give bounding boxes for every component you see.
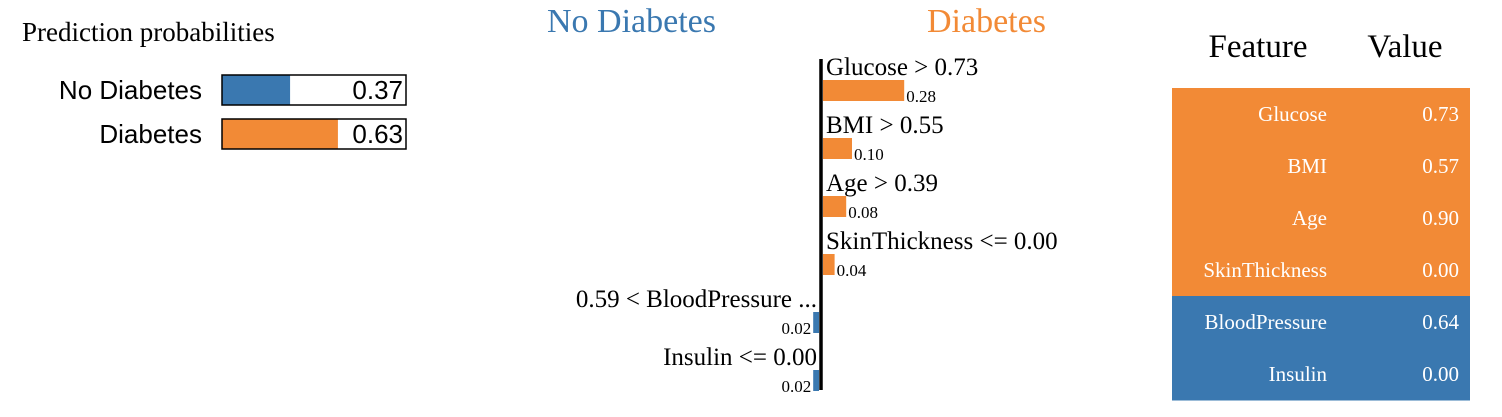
probability-fill [222, 75, 291, 105]
feature-value-table: Feature Value Glucose 0.73 BMI 0.57 Age 0.90 S… [1172, 29, 1470, 401]
table-feature-name: BloodPressure [1205, 310, 1328, 334]
negative-contribution-bar [813, 370, 819, 391]
probability-value: 0.37 [352, 75, 403, 105]
table-feature-name: BMI [1287, 154, 1327, 178]
positive-contribution-bar [823, 196, 847, 217]
probabilities-title: Prediction probabilities [22, 17, 275, 47]
table-feature-value: 0.00 [1422, 258, 1459, 282]
contribution-value-label: 0.04 [837, 261, 867, 280]
table-row-background [1172, 88, 1470, 141]
contribution-value-label: 0.08 [848, 203, 878, 222]
probability-fill [222, 119, 338, 149]
probability-label: Diabetes [99, 119, 202, 149]
explanation-bars: Glucose > 0.73 0.28 BMI > 0.55 0.10 Age > 0.… [576, 54, 1058, 396]
feature-condition-label: 0.59 < BloodPressure ... [576, 286, 817, 313]
probability-bar-frame [221, 118, 407, 150]
feature-table-rows: Glucose 0.73 BMI 0.57 Age 0.90 SkinThickness 0.… [1172, 88, 1470, 401]
table-feature-value: 0.73 [1422, 102, 1459, 126]
positive-class-title: Diabetes [927, 3, 1046, 40]
negative-class-title: No Diabetes [547, 3, 716, 40]
positive-contribution-bar [823, 254, 835, 275]
feature-condition-label: SkinThickness <= 0.00 [826, 228, 1058, 255]
feature-condition-label: Insulin <= 0.00 [663, 344, 817, 371]
feature-condition-label: Glucose > 0.73 [826, 54, 978, 81]
table-feature-name: SkinThickness [1203, 258, 1327, 282]
table-row-background [1172, 296, 1470, 349]
contribution-value-label: 0.10 [854, 145, 884, 164]
negative-contribution-bar [813, 312, 819, 333]
table-feature-name: Insulin [1269, 362, 1328, 386]
probability-bars: No Diabetes 0.37 Diabetes 0.63 [59, 74, 407, 150]
probability-label: No Diabetes [59, 75, 202, 105]
feature-condition-label: BMI > 0.55 [826, 112, 944, 139]
probability-bar-frame [221, 74, 407, 106]
value-column-header: Value [1367, 29, 1442, 65]
contribution-value-label: 0.02 [781, 377, 811, 396]
probability-value: 0.63 [352, 119, 403, 149]
positive-contribution-bar [823, 138, 852, 159]
positive-contribution-bar [823, 80, 905, 101]
feature-column-header: Feature [1209, 29, 1308, 65]
table-row-background [1172, 348, 1470, 401]
contribution-value-label: 0.02 [781, 319, 811, 338]
feature-condition-label: Age > 0.39 [826, 170, 938, 197]
table-feature-value: 0.90 [1422, 206, 1459, 230]
table-row-background [1172, 192, 1470, 245]
table-feature-value: 0.00 [1422, 362, 1459, 386]
contribution-value-label: 0.28 [906, 87, 936, 106]
explanation-chart: No Diabetes Diabetes Glucose > 0.73 0.28 B… [547, 3, 1058, 396]
table-feature-value: 0.64 [1422, 310, 1459, 334]
table-feature-value: 0.57 [1422, 154, 1459, 178]
table-row-background [1172, 244, 1470, 297]
table-feature-name: Glucose [1258, 102, 1327, 126]
table-feature-name: Age [1292, 206, 1327, 230]
table-row-background [1172, 140, 1470, 193]
prediction-probabilities-panel: Prediction probabilities No Diabetes 0.37… [22, 17, 407, 150]
